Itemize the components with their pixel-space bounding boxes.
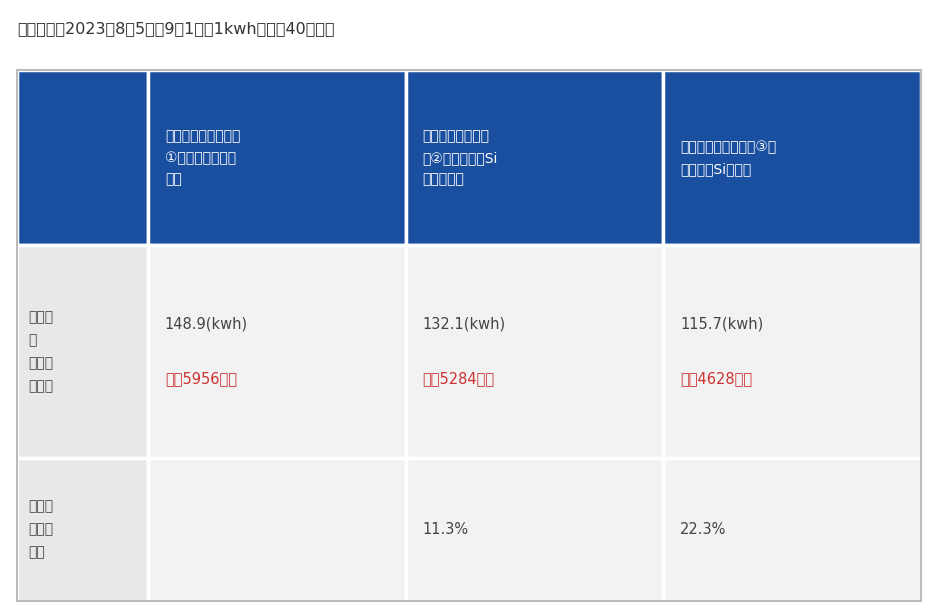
Bar — [663, 70, 920, 245]
Bar — [148, 245, 405, 457]
Text: 使用電
気
（電気
料金）: 使用電 気 （電気 料金） — [28, 310, 53, 393]
Text: 測定期間：2023年8月5日～9月1日　1kwhあたり40円概算: 測定期間：2023年8月5日～9月1日 1kwhあたり40円概算 — [17, 21, 334, 36]
Bar — [148, 70, 405, 245]
Bar — [17, 70, 920, 601]
Bar — [405, 245, 663, 457]
Bar — [405, 70, 663, 245]
Text: （約4628円）: （約4628円） — [680, 371, 752, 387]
Bar — [663, 457, 920, 601]
Bar — [17, 70, 148, 245]
Text: 【遮熱有】プレハ
ブ②リファインSi
（グレー）: 【遮熱有】プレハ ブ②リファインSi （グレー） — [422, 129, 497, 187]
Bar — [663, 245, 920, 457]
Bar — [148, 457, 405, 601]
Text: 148.9(kwh): 148.9(kwh) — [165, 316, 248, 332]
Text: 132.1(kwh): 132.1(kwh) — [422, 316, 505, 332]
Text: 【遮熱有】プレハブ③リ
ファインSi（白）: 【遮熱有】プレハブ③リ ファインSi（白） — [680, 140, 776, 176]
Text: 使用電
気量削
減率: 使用電 気量削 減率 — [28, 500, 53, 559]
Text: （約5956円）: （約5956円） — [165, 371, 237, 387]
Text: 22.3%: 22.3% — [680, 522, 725, 536]
Text: 115.7(kwh): 115.7(kwh) — [680, 316, 763, 332]
Text: 11.3%: 11.3% — [422, 522, 468, 536]
Bar — [17, 245, 148, 457]
Text: （約5284円）: （約5284円） — [422, 371, 494, 387]
Text: 【遮熱無】プレハブ
①一般塗料（グレ
ー）: 【遮熱無】プレハブ ①一般塗料（グレ ー） — [165, 129, 240, 187]
Bar — [17, 457, 148, 601]
Bar — [405, 457, 663, 601]
